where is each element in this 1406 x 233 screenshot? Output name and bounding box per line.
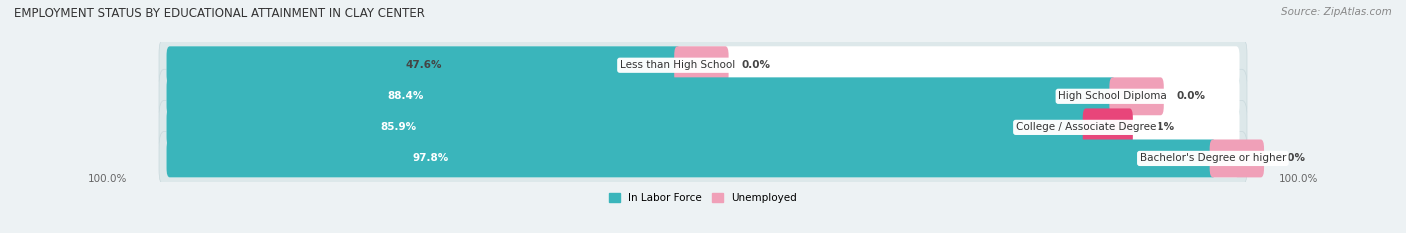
- Text: EMPLOYMENT STATUS BY EDUCATIONAL ATTAINMENT IN CLAY CENTER: EMPLOYMENT STATUS BY EDUCATIONAL ATTAINM…: [14, 7, 425, 20]
- FancyBboxPatch shape: [166, 77, 1240, 115]
- FancyBboxPatch shape: [159, 69, 1247, 123]
- Text: 88.4%: 88.4%: [387, 91, 423, 101]
- FancyBboxPatch shape: [159, 131, 1247, 185]
- FancyBboxPatch shape: [159, 38, 1247, 92]
- FancyBboxPatch shape: [1209, 140, 1264, 177]
- FancyBboxPatch shape: [159, 100, 1247, 154]
- FancyBboxPatch shape: [1083, 108, 1133, 146]
- FancyBboxPatch shape: [166, 46, 1240, 84]
- Text: 0.0%: 0.0%: [1277, 154, 1306, 163]
- FancyBboxPatch shape: [166, 46, 681, 84]
- FancyBboxPatch shape: [166, 140, 1240, 177]
- FancyBboxPatch shape: [166, 108, 1090, 146]
- Text: 4.1%: 4.1%: [1146, 122, 1175, 132]
- Text: 47.6%: 47.6%: [405, 60, 441, 70]
- Text: Source: ZipAtlas.com: Source: ZipAtlas.com: [1281, 7, 1392, 17]
- FancyBboxPatch shape: [166, 77, 1116, 115]
- Text: 0.0%: 0.0%: [1177, 91, 1205, 101]
- Text: 97.8%: 97.8%: [412, 154, 449, 163]
- FancyBboxPatch shape: [1109, 77, 1164, 115]
- FancyBboxPatch shape: [675, 46, 728, 84]
- FancyBboxPatch shape: [166, 108, 1240, 146]
- Text: 100.0%: 100.0%: [87, 174, 127, 184]
- Text: High School Diploma: High School Diploma: [1059, 91, 1167, 101]
- Text: Bachelor's Degree or higher: Bachelor's Degree or higher: [1140, 154, 1286, 163]
- Text: 85.9%: 85.9%: [381, 122, 416, 132]
- Text: 0.0%: 0.0%: [741, 60, 770, 70]
- Text: 100.0%: 100.0%: [1279, 174, 1319, 184]
- Text: College / Associate Degree: College / Associate Degree: [1015, 122, 1156, 132]
- FancyBboxPatch shape: [166, 140, 1216, 177]
- Legend: In Labor Force, Unemployed: In Labor Force, Unemployed: [605, 189, 801, 207]
- Text: Less than High School: Less than High School: [620, 60, 735, 70]
